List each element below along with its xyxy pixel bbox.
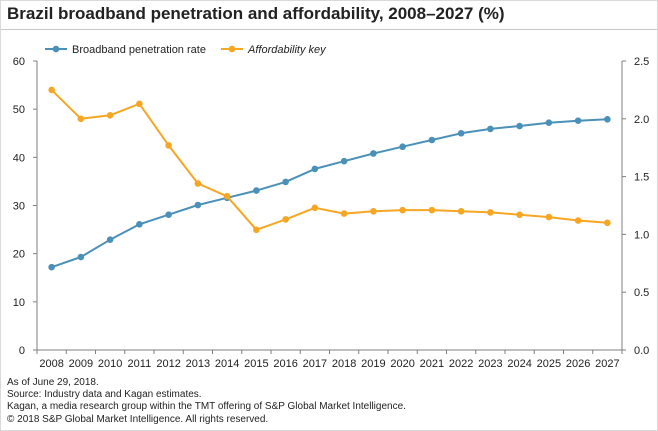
chart-title: Brazil broadband penetration and afforda… bbox=[7, 4, 505, 23]
legend-label: Affordability key bbox=[247, 44, 327, 56]
y-left-tick-label: 40 bbox=[13, 152, 25, 164]
x-tick-label: 2015 bbox=[244, 358, 268, 370]
data-point-penetration bbox=[399, 143, 406, 151]
y-left-tick-label: 50 bbox=[13, 104, 25, 116]
y-left-tick-label: 20 bbox=[13, 249, 25, 261]
data-point-penetration bbox=[487, 125, 494, 133]
y-right-tick-label: 0.0 bbox=[634, 345, 649, 357]
x-tick-label: 2024 bbox=[507, 358, 531, 370]
data-point-penetration bbox=[48, 263, 55, 271]
footer-source: Source: Industry data and Kagan estimate… bbox=[7, 389, 202, 401]
series-line-penetration bbox=[51, 118, 608, 269]
x-tick-label: 2016 bbox=[273, 358, 297, 370]
x-tick-label: 2019 bbox=[361, 358, 385, 370]
y-left-tick-label: 30 bbox=[13, 201, 25, 213]
title-divider bbox=[1, 29, 657, 30]
data-point-affordability bbox=[545, 213, 553, 221]
x-tick-label: 2013 bbox=[186, 358, 210, 370]
data-point-penetration bbox=[106, 236, 114, 243]
data-point-penetration bbox=[282, 178, 289, 186]
data-point-affordability bbox=[487, 209, 494, 216]
data-point-penetration bbox=[545, 119, 553, 126]
data-point-affordability bbox=[370, 207, 377, 215]
x-tick-label: 2026 bbox=[566, 358, 590, 370]
data-point-penetration bbox=[457, 129, 465, 137]
data-point-affordability bbox=[194, 180, 202, 187]
chart-footer: As of June 29, 2018. Source: Industry da… bbox=[7, 377, 406, 426]
y-left-tick-label: 0 bbox=[19, 345, 25, 357]
y-right-tick-label: 2.0 bbox=[634, 114, 649, 126]
legend-swatch-marker bbox=[228, 45, 236, 53]
x-tick-label: 2021 bbox=[420, 358, 444, 370]
data-point-penetration bbox=[253, 187, 260, 194]
data-point-penetration bbox=[77, 253, 85, 261]
data-point-penetration bbox=[194, 201, 202, 209]
y-right-tick-label: 1.0 bbox=[634, 229, 649, 241]
y-right-tick-label: 0.5 bbox=[634, 287, 649, 299]
data-point-affordability bbox=[136, 100, 143, 108]
legend-swatch-marker bbox=[52, 45, 60, 53]
data-point-penetration bbox=[516, 122, 523, 130]
footer-kagan: Kagan, a media research group within the… bbox=[7, 401, 406, 413]
data-point-penetration bbox=[428, 136, 436, 144]
data-point-affordability bbox=[604, 219, 611, 227]
data-point-affordability bbox=[282, 216, 289, 223]
data-point-affordability bbox=[574, 217, 582, 224]
data-point-affordability bbox=[311, 204, 319, 212]
x-tick-label: 2017 bbox=[303, 358, 327, 370]
x-tick-label: 2025 bbox=[537, 358, 561, 370]
x-tick-label: 2022 bbox=[449, 358, 473, 370]
data-point-penetration bbox=[604, 115, 611, 123]
footer-as-of: As of June 29, 2018. bbox=[7, 377, 99, 388]
x-tick-label: 2020 bbox=[390, 358, 414, 370]
y-left-tick-label: 60 bbox=[13, 56, 25, 68]
x-tick-label: 2011 bbox=[128, 358, 152, 370]
footer-copyright: © 2018 S&P Global Market Intelligence. A… bbox=[7, 413, 269, 425]
x-tick-label: 2008 bbox=[39, 358, 63, 370]
data-point-affordability bbox=[253, 226, 260, 234]
data-point-affordability bbox=[428, 206, 436, 214]
data-point-penetration bbox=[574, 117, 582, 125]
data-point-penetration bbox=[136, 220, 143, 228]
data-point-affordability bbox=[106, 112, 114, 119]
data-point-affordability bbox=[399, 206, 406, 214]
x-tick-label: 2014 bbox=[215, 358, 239, 370]
series-line-affordability bbox=[50, 89, 608, 231]
data-point-penetration bbox=[370, 150, 377, 157]
x-tick-label: 2012 bbox=[156, 358, 180, 370]
legend-label: Broadband penetration rate bbox=[72, 44, 206, 56]
data-point-penetration bbox=[165, 211, 172, 218]
data-point-affordability bbox=[457, 207, 465, 215]
data-point-affordability bbox=[77, 115, 85, 123]
chart-plot: 0 10 20 30 40 50 60 0.0 0.5 1.0 1.5 2.0 2.5 2008 2009 2… bbox=[13, 44, 650, 370]
data-point-affordability bbox=[48, 86, 55, 94]
y-right-tick-label: 2.5 bbox=[634, 56, 649, 68]
x-tick-label: 2009 bbox=[69, 358, 93, 370]
data-point-penetration bbox=[340, 157, 348, 165]
x-tick-label: 2027 bbox=[595, 358, 619, 370]
data-point-affordability bbox=[223, 192, 231, 200]
y-right-tick-label: 1.5 bbox=[634, 172, 649, 184]
data-point-affordability bbox=[340, 210, 348, 217]
x-tick-label: 2010 bbox=[98, 358, 122, 370]
data-point-affordability bbox=[516, 211, 523, 219]
x-tick-label: 2023 bbox=[478, 358, 502, 370]
y-left-tick-label: 10 bbox=[13, 297, 25, 309]
data-point-penetration bbox=[311, 165, 319, 173]
data-point-affordability bbox=[165, 142, 172, 149]
x-tick-label: 2018 bbox=[332, 358, 356, 370]
